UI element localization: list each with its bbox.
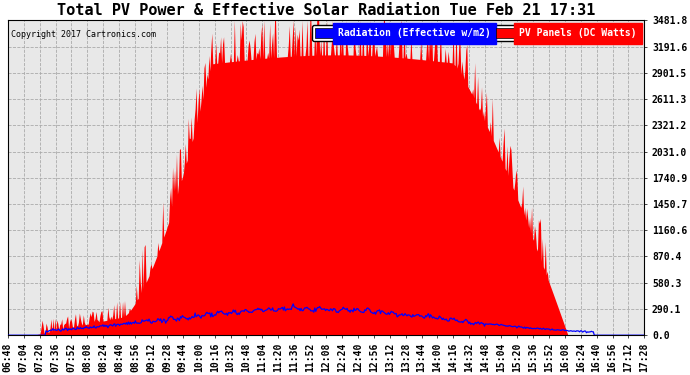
Legend: Radiation (Effective w/m2), PV Panels (DC Watts): Radiation (Effective w/m2), PV Panels (D… [312, 25, 640, 41]
Title: Total PV Power & Effective Solar Radiation Tue Feb 21 17:31: Total PV Power & Effective Solar Radiati… [57, 3, 595, 18]
Text: Copyright 2017 Cartronics.com: Copyright 2017 Cartronics.com [11, 30, 156, 39]
